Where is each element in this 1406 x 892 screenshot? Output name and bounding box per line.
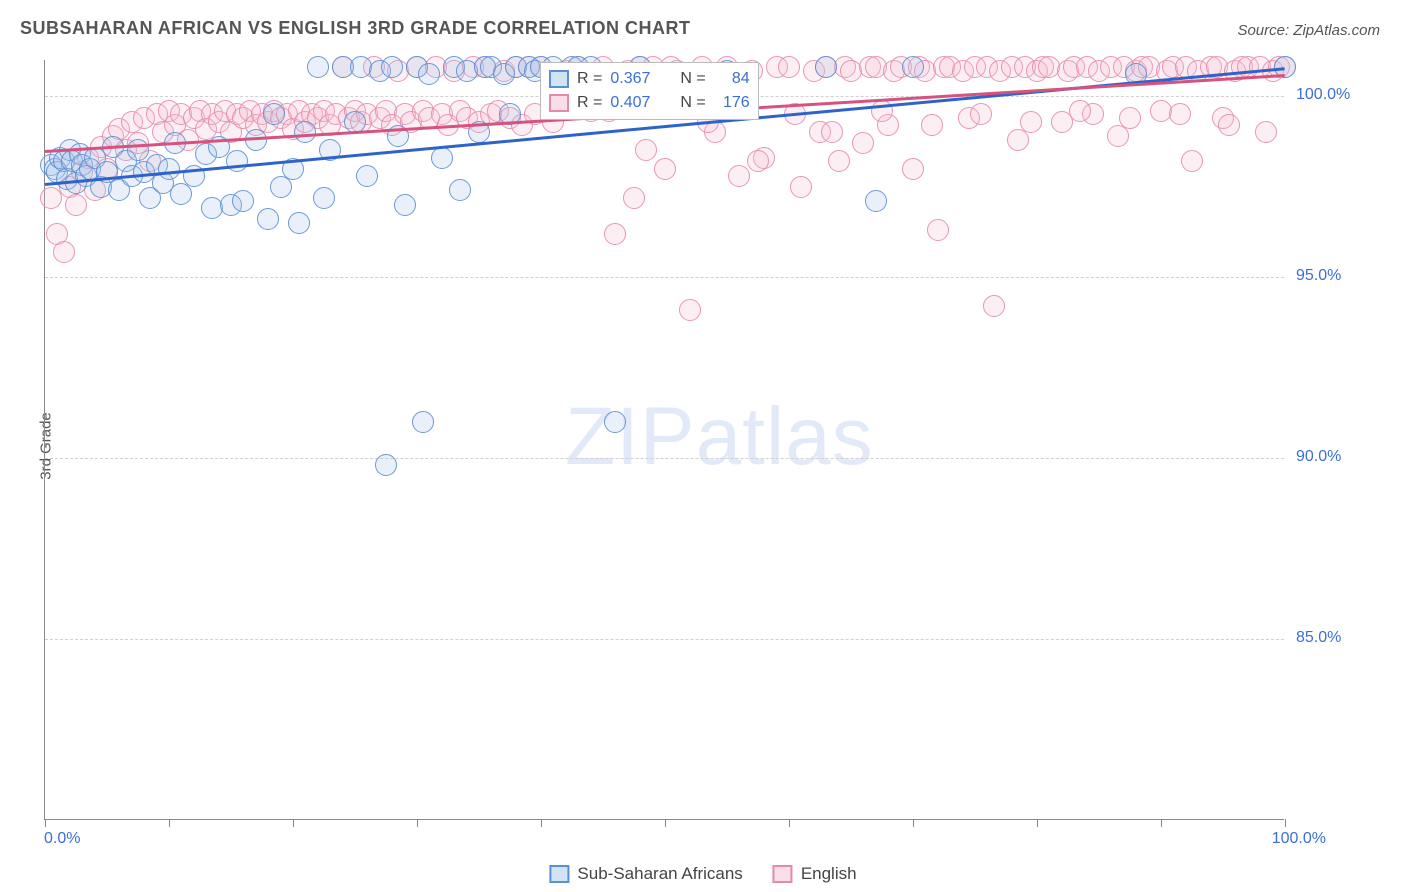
data-point-ssa xyxy=(270,176,292,198)
data-point-ssa xyxy=(170,183,192,205)
data-point-eng xyxy=(970,103,992,125)
legend-item-ssa: Sub-Saharan Africans xyxy=(549,864,742,884)
data-point-eng xyxy=(1255,121,1277,143)
legend-label-ssa: Sub-Saharan Africans xyxy=(577,864,742,884)
x-tick-mark xyxy=(293,819,294,827)
data-point-ssa xyxy=(412,411,434,433)
x-tick-mark xyxy=(45,819,46,827)
data-point-ssa xyxy=(226,150,248,172)
data-point-eng xyxy=(604,223,626,245)
watermark-atlas: atlas xyxy=(696,391,874,482)
data-point-eng xyxy=(747,150,769,172)
y-tick-label: 95.0% xyxy=(1296,267,1341,285)
data-point-ssa xyxy=(356,165,378,187)
source-label: Source: ZipAtlas.com xyxy=(1237,22,1380,39)
data-point-ssa xyxy=(418,63,440,85)
r-label: R = xyxy=(577,91,602,115)
watermark: ZIPatlas xyxy=(565,390,874,484)
data-point-eng xyxy=(927,219,949,241)
n-value: 176 xyxy=(714,91,750,115)
data-point-eng xyxy=(53,241,75,263)
data-point-eng xyxy=(1107,125,1129,147)
data-point-ssa xyxy=(294,121,316,143)
stats-legend: R = 0.367 N = 84 R = 0.407 N = 176 xyxy=(540,62,759,120)
data-point-eng xyxy=(1218,114,1240,136)
data-point-eng xyxy=(1069,100,1091,122)
data-point-ssa xyxy=(381,56,403,78)
x-tick-mark xyxy=(417,819,418,827)
data-point-eng xyxy=(852,132,874,154)
x-tick-mark xyxy=(1285,819,1286,827)
n-label: N = xyxy=(680,91,705,115)
x-tick-mark xyxy=(1037,819,1038,827)
data-point-eng xyxy=(902,158,924,180)
data-point-eng xyxy=(983,295,1005,317)
r-label: R = xyxy=(577,67,602,91)
data-point-ssa xyxy=(344,111,366,133)
data-point-eng xyxy=(1007,129,1029,151)
r-value: 0.367 xyxy=(610,67,662,91)
data-point-ssa xyxy=(431,147,453,169)
y-tick-label: 85.0% xyxy=(1296,629,1341,647)
data-point-eng xyxy=(1181,150,1203,172)
data-point-ssa xyxy=(604,411,626,433)
data-point-eng xyxy=(921,114,943,136)
gridline xyxy=(45,277,1284,278)
x-axis-label-left: 0.0% xyxy=(44,830,80,848)
n-label: N = xyxy=(680,67,705,91)
data-point-eng xyxy=(65,194,87,216)
watermark-zip: ZIP xyxy=(565,391,696,482)
data-point-ssa xyxy=(232,190,254,212)
x-tick-mark xyxy=(665,819,666,827)
data-point-ssa xyxy=(313,187,335,209)
data-point-ssa xyxy=(394,194,416,216)
data-point-eng xyxy=(635,139,657,161)
data-point-ssa xyxy=(288,212,310,234)
legend-item-eng: English xyxy=(773,864,857,884)
x-tick-mark xyxy=(169,819,170,827)
data-point-eng xyxy=(778,56,800,78)
x-tick-mark xyxy=(1161,819,1162,827)
data-point-ssa xyxy=(449,179,471,201)
data-point-ssa xyxy=(375,454,397,476)
y-tick-label: 90.0% xyxy=(1296,448,1341,466)
data-point-ssa xyxy=(902,56,924,78)
data-point-ssa xyxy=(257,208,279,230)
chart-title: SUBSAHARAN AFRICAN VS ENGLISH 3RD GRADE … xyxy=(20,18,691,39)
data-point-eng xyxy=(871,100,893,122)
swatch-icon xyxy=(549,70,569,88)
gridline xyxy=(45,458,1284,459)
series-legend: Sub-Saharan Africans English xyxy=(549,864,856,884)
plot-area: ZIPatlas xyxy=(44,60,1284,820)
swatch-ssa xyxy=(549,865,569,883)
data-point-eng xyxy=(1020,111,1042,133)
data-point-eng xyxy=(728,165,750,187)
data-point-ssa xyxy=(865,190,887,212)
n-value: 84 xyxy=(714,67,750,91)
data-point-ssa xyxy=(815,56,837,78)
data-point-eng xyxy=(790,176,812,198)
data-point-ssa xyxy=(263,103,285,125)
stats-row-ssa: R = 0.367 N = 84 xyxy=(549,67,750,91)
data-point-eng xyxy=(623,187,645,209)
swatch-icon xyxy=(549,94,569,112)
x-tick-mark xyxy=(541,819,542,827)
x-tick-mark xyxy=(789,819,790,827)
data-point-eng xyxy=(679,299,701,321)
data-point-ssa xyxy=(158,158,180,180)
data-point-eng xyxy=(1169,103,1191,125)
data-point-eng xyxy=(654,158,676,180)
data-point-ssa xyxy=(307,56,329,78)
data-point-eng xyxy=(821,121,843,143)
stats-row-eng: R = 0.407 N = 176 xyxy=(549,91,750,115)
data-point-eng xyxy=(1119,107,1141,129)
data-point-eng xyxy=(828,150,850,172)
x-tick-mark xyxy=(913,819,914,827)
legend-label-eng: English xyxy=(801,864,857,884)
y-tick-label: 100.0% xyxy=(1296,86,1350,104)
r-value: 0.407 xyxy=(610,91,662,115)
swatch-eng xyxy=(773,865,793,883)
x-axis-label-right: 100.0% xyxy=(1272,830,1326,848)
gridline xyxy=(45,639,1284,640)
